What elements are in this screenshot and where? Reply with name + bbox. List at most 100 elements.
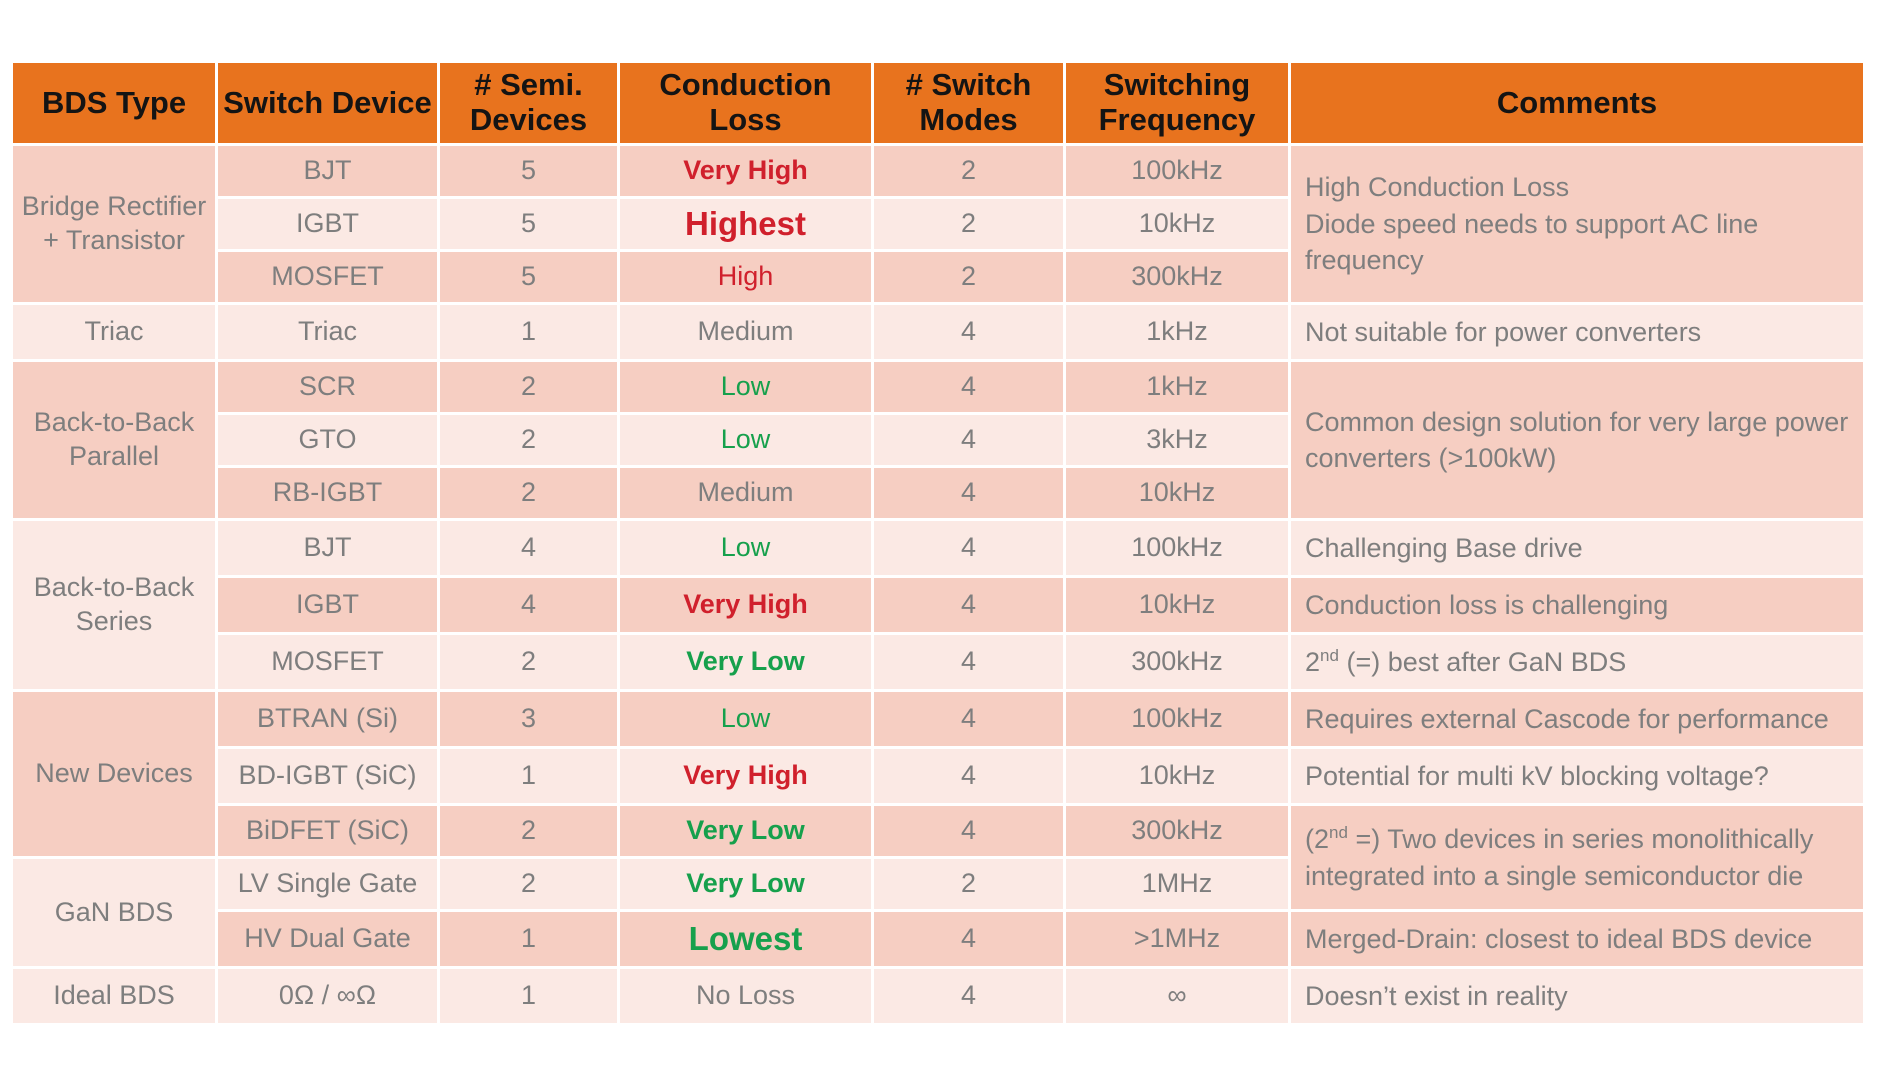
cell-conduction-loss: Low <box>620 362 871 412</box>
cell-switching-frequency: 100kHz <box>1066 146 1288 196</box>
cell-conduction-loss: Very High <box>620 578 871 632</box>
cell-switch-modes: 2 <box>874 252 1063 302</box>
cell-device: BiDFET (SiC) <box>218 806 437 856</box>
cell-semi-devices: 1 <box>440 749 617 803</box>
cell-switching-frequency: 10kHz <box>1066 578 1288 632</box>
cell-comment: (2nd =) Two devices in series monolithic… <box>1291 806 1863 909</box>
comment-text: (=) best after GaN BDS <box>1338 646 1627 677</box>
cell-semi-devices: 2 <box>440 635 617 689</box>
cell-switch-modes: 4 <box>874 415 1063 465</box>
cell-device: IGBT <box>218 578 437 632</box>
cell-comment: High Conduction Loss Diode speed needs t… <box>1291 146 1863 302</box>
cell-semi-devices: 4 <box>440 578 617 632</box>
cell-semi-devices: 1 <box>440 912 617 966</box>
table-row-gto: GTO 2 Low 4 3kHz <box>13 415 1863 465</box>
table-row-ideal-bds: Ideal BDS 0Ω / ∞Ω 1 No Loss 4 ∞ Doesn’t … <box>13 969 1863 1023</box>
bds-comparison-table: BDS Type Switch Device # Semi. Devices C… <box>10 60 1866 1026</box>
cell-semi-devices: 5 <box>440 199 617 249</box>
cell-conduction-loss: Low <box>620 521 871 575</box>
cell-device: BTRAN (Si) <box>218 692 437 746</box>
cell-conduction-loss: Very Low <box>620 859 871 909</box>
cell-group-gan-bds: GaN BDS <box>13 859 215 966</box>
cell-comment: Requires external Cascode for performanc… <box>1291 692 1863 746</box>
cell-conduction-loss: Medium <box>620 305 871 359</box>
cell-switching-frequency: 300kHz <box>1066 806 1288 856</box>
cell-conduction-loss: Very Low <box>620 635 871 689</box>
cell-group-back-to-back-parallel: Back-to-Back Parallel <box>13 362 215 518</box>
table-row-bd-igbt: BD-IGBT (SiC) 1 Very High 4 10kHz Potent… <box>13 749 1863 803</box>
comment-superscript: nd <box>1320 645 1339 665</box>
cell-device: IGBT <box>218 199 437 249</box>
cell-device: SCR <box>218 362 437 412</box>
cell-device: RB-IGBT <box>218 468 437 518</box>
cell-switch-modes: 4 <box>874 749 1063 803</box>
cell-conduction-loss: Very High <box>620 146 871 196</box>
comment-superscript: nd <box>1329 823 1348 843</box>
cell-device: BJT <box>218 521 437 575</box>
cell-semi-devices: 4 <box>440 521 617 575</box>
table-row-scr: Back-to-Back Parallel SCR 2 Low 4 1kHz C… <box>13 362 1863 518</box>
table-row-hv-dual-gate: HV Dual Gate 1 Lowest 4 >1MHz Merged-Dra… <box>13 912 1863 966</box>
cell-conduction-loss: Low <box>620 692 871 746</box>
cell-switch-modes: 2 <box>874 859 1063 909</box>
cell-comment: Conduction loss is challenging <box>1291 578 1863 632</box>
table-row-lv-single-gate: GaN BDS LV Single Gate 2 Very Low 2 1MHz <box>13 859 1863 966</box>
cell-group-bridge-rectifier: Bridge Rectifier + Transistor <box>13 146 215 302</box>
cell-switch-modes: 4 <box>874 468 1063 518</box>
cell-switching-frequency: 1kHz <box>1066 362 1288 412</box>
cell-group-new-devices: New Devices <box>13 692 215 856</box>
cell-switching-frequency: 10kHz <box>1066 749 1288 803</box>
cell-comment: 2nd (=) best after GaN BDS <box>1291 635 1863 689</box>
table-row-bidfet: BiDFET (SiC) 2 Very Low 4 300kHz (2nd =)… <box>13 806 1863 909</box>
header-row: BDS Type Switch Device # Semi. Devices C… <box>13 63 1863 143</box>
cell-switch-modes: 2 <box>874 199 1063 249</box>
table-row-rb-igbt: RB-IGBT 2 Medium 4 10kHz <box>13 468 1863 518</box>
col-header-switching-frequency: Switching Frequency <box>1066 63 1288 143</box>
cell-switch-modes: 4 <box>874 806 1063 856</box>
cell-switching-frequency: 10kHz <box>1066 199 1288 249</box>
cell-device: BJT <box>218 146 437 196</box>
cell-group-ideal-bds: Ideal BDS <box>13 969 215 1023</box>
cell-comment: Challenging Base drive <box>1291 521 1863 575</box>
cell-device: Triac <box>218 305 437 359</box>
cell-switching-frequency: >1MHz <box>1066 912 1288 966</box>
col-header-comments: Comments <box>1291 63 1863 143</box>
comment-text: 2 <box>1305 646 1321 677</box>
table-row-btran: New Devices BTRAN (Si) 3 Low 4 100kHz Re… <box>13 692 1863 856</box>
comment-line: Diode speed needs to support AC line fre… <box>1305 208 1759 276</box>
cell-switching-frequency: 10kHz <box>1066 468 1288 518</box>
cell-switch-modes: 4 <box>874 635 1063 689</box>
cell-semi-devices: 2 <box>440 859 617 909</box>
cell-semi-devices: 1 <box>440 969 617 1023</box>
col-header-semi-devices: # Semi. Devices <box>440 63 617 143</box>
cell-conduction-loss: Low <box>620 415 871 465</box>
cell-conduction-loss: Highest <box>620 199 871 249</box>
cell-device: MOSFET <box>218 252 437 302</box>
cell-conduction-loss: Lowest <box>620 912 871 966</box>
cell-switching-frequency: 1kHz <box>1066 305 1288 359</box>
cell-semi-devices: 2 <box>440 362 617 412</box>
cell-switching-frequency: 300kHz <box>1066 252 1288 302</box>
cell-comment: Not suitable for power converters <box>1291 305 1863 359</box>
cell-switch-modes: 4 <box>874 692 1063 746</box>
cell-device: 0Ω / ∞Ω <box>218 969 437 1023</box>
cell-switching-frequency: 3kHz <box>1066 415 1288 465</box>
cell-switching-frequency: 300kHz <box>1066 635 1288 689</box>
cell-conduction-loss: No Loss <box>620 969 871 1023</box>
cell-semi-devices: 5 <box>440 252 617 302</box>
table-row-triac: Triac Triac 1 Medium 4 1kHz Not suitable… <box>13 305 1863 359</box>
table-row-mosfet-bridge: MOSFET 5 High 2 300kHz <box>13 252 1863 302</box>
cell-switching-frequency: ∞ <box>1066 969 1288 1023</box>
comment-line: High Conduction Loss <box>1305 172 1570 203</box>
col-header-bds-type: BDS Type <box>13 63 215 143</box>
cell-semi-devices: 2 <box>440 806 617 856</box>
cell-switch-modes: 4 <box>874 305 1063 359</box>
cell-conduction-loss: High <box>620 252 871 302</box>
cell-semi-devices: 3 <box>440 692 617 746</box>
cell-conduction-loss: Medium <box>620 468 871 518</box>
cell-semi-devices: 2 <box>440 468 617 518</box>
cell-switching-frequency: 100kHz <box>1066 692 1288 746</box>
cell-comment: Doesn’t exist in reality <box>1291 969 1863 1023</box>
cell-conduction-loss: Very High <box>620 749 871 803</box>
cell-comment: Merged-Drain: closest to ideal BDS devic… <box>1291 912 1863 966</box>
